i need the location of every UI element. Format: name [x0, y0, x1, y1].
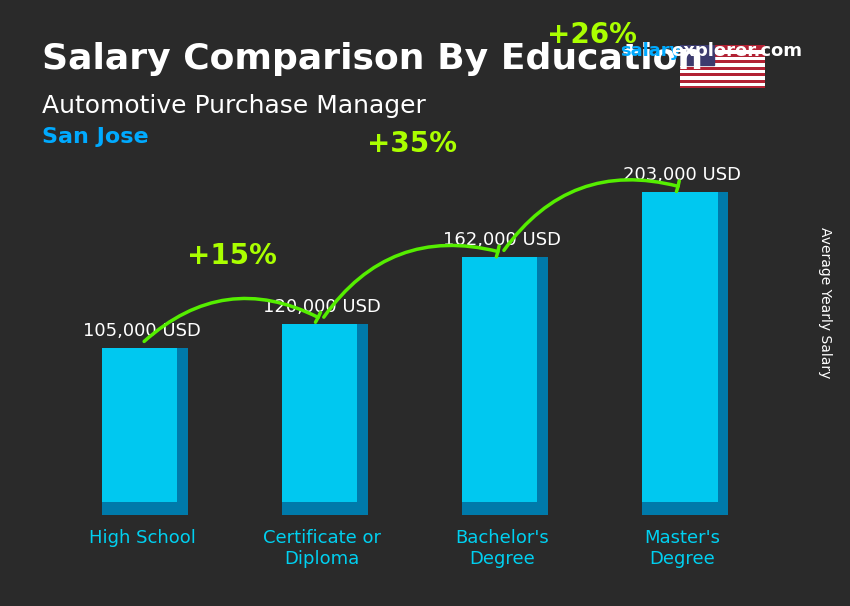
Bar: [680, 60, 765, 64]
Text: San Jose: San Jose: [42, 127, 149, 147]
Text: 105,000 USD: 105,000 USD: [83, 322, 201, 340]
Bar: [462, 502, 543, 515]
Text: Automotive Purchase Manager: Automotive Purchase Manager: [42, 94, 427, 118]
Bar: [462, 258, 543, 515]
Bar: [101, 348, 183, 515]
Bar: [717, 192, 728, 515]
Bar: [177, 348, 188, 515]
Bar: [680, 67, 765, 70]
Bar: [680, 53, 765, 57]
Text: Average Yearly Salary: Average Yearly Salary: [818, 227, 831, 379]
Bar: [642, 192, 723, 515]
Bar: [537, 258, 548, 515]
Text: explorer.com: explorer.com: [672, 42, 802, 61]
Bar: [680, 50, 765, 53]
Bar: [680, 76, 765, 80]
Bar: [680, 70, 765, 73]
Text: +15%: +15%: [187, 242, 277, 270]
Bar: [680, 80, 765, 83]
Bar: [357, 324, 368, 515]
Bar: [281, 502, 363, 515]
Text: salary: salary: [620, 42, 682, 61]
Bar: [680, 83, 765, 86]
Bar: [680, 57, 765, 60]
Bar: [101, 502, 183, 515]
Bar: [680, 86, 765, 90]
Bar: [680, 45, 714, 65]
Text: +26%: +26%: [547, 21, 638, 48]
Text: 162,000 USD: 162,000 USD: [444, 231, 561, 250]
Text: 203,000 USD: 203,000 USD: [623, 166, 741, 184]
Bar: [680, 73, 765, 76]
Bar: [281, 324, 363, 515]
Text: Salary Comparison By Education: Salary Comparison By Education: [42, 42, 704, 76]
Bar: [642, 502, 723, 515]
Bar: [680, 64, 765, 67]
Text: +35%: +35%: [367, 130, 457, 158]
Text: 120,000 USD: 120,000 USD: [264, 298, 381, 316]
Bar: [680, 47, 765, 50]
